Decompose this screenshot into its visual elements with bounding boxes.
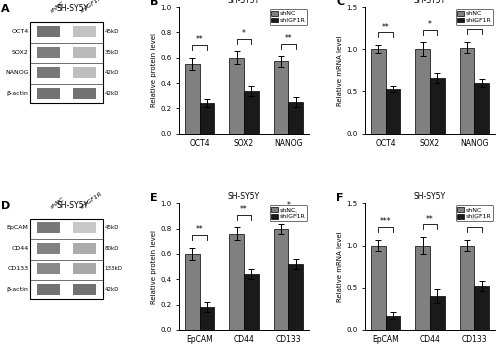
Text: B: B	[150, 0, 159, 7]
Bar	[371, 245, 386, 330]
Text: SH-SY5Y: SH-SY5Y	[56, 5, 88, 13]
Text: E: E	[150, 193, 158, 203]
Bar	[185, 64, 200, 134]
Bar	[37, 47, 60, 58]
Text: 80kD: 80kD	[104, 246, 119, 251]
Bar	[200, 103, 214, 134]
Bar	[74, 47, 96, 58]
Text: **: **	[470, 217, 478, 226]
Text: β-actin: β-actin	[7, 91, 28, 96]
Bar	[74, 243, 96, 254]
Bar	[37, 284, 60, 295]
Y-axis label: Relative protein level: Relative protein level	[152, 33, 158, 107]
Bar	[460, 245, 474, 330]
Bar	[37, 243, 60, 254]
Bar	[74, 88, 96, 99]
Bar	[74, 26, 96, 37]
Bar	[416, 245, 430, 330]
Bar	[386, 316, 400, 330]
Text: OCT4: OCT4	[12, 29, 28, 34]
Bar	[474, 286, 489, 330]
Y-axis label: Relative protein level: Relative protein level	[152, 230, 158, 304]
Text: *: *	[286, 201, 290, 210]
Bar	[244, 274, 258, 330]
Bar	[74, 67, 96, 78]
Text: 42kD: 42kD	[104, 287, 119, 292]
Text: shIGF1R: shIGF1R	[80, 191, 104, 210]
Bar	[37, 67, 60, 78]
Text: *: *	[428, 20, 432, 29]
Bar	[74, 284, 96, 295]
Bar	[230, 58, 244, 134]
Title: SH-SY5Y: SH-SY5Y	[414, 192, 446, 201]
Bar	[288, 264, 303, 330]
Text: **: **	[382, 23, 390, 32]
Text: shNC: shNC	[50, 0, 66, 13]
Text: **: **	[426, 215, 434, 224]
Bar	[474, 83, 489, 134]
Legend: shNC, shIGF1R: shNC, shIGF1R	[270, 205, 307, 221]
Legend: shNC, shIGF1R: shNC, shIGF1R	[270, 9, 307, 25]
Bar	[30, 22, 102, 102]
Text: 42kD: 42kD	[104, 91, 119, 96]
Text: **: **	[240, 205, 248, 214]
Text: *: *	[242, 29, 246, 38]
Bar	[74, 222, 96, 233]
Bar	[386, 89, 400, 134]
Text: D: D	[1, 201, 10, 211]
Title: SH-SY5Y: SH-SY5Y	[414, 0, 446, 5]
Text: CD133: CD133	[8, 266, 28, 271]
Text: **: **	[196, 35, 203, 44]
Bar	[430, 296, 444, 330]
Bar	[274, 229, 288, 330]
Text: 35kD: 35kD	[104, 49, 119, 54]
Y-axis label: Relative mRNA level: Relative mRNA level	[338, 231, 344, 302]
Text: EpCAM: EpCAM	[7, 225, 28, 230]
Text: β-actin: β-actin	[7, 287, 28, 292]
Bar	[416, 49, 430, 134]
Text: **: **	[196, 225, 203, 234]
Legend: shNC, shIGF1R: shNC, shIGF1R	[456, 205, 493, 221]
Text: 45kD: 45kD	[104, 225, 119, 230]
Bar	[430, 78, 444, 134]
Text: C: C	[336, 0, 344, 7]
Bar	[37, 264, 60, 274]
Bar	[288, 102, 303, 134]
Bar	[274, 61, 288, 134]
Legend: shNC, shIGF1R: shNC, shIGF1R	[456, 9, 493, 25]
Bar	[244, 91, 258, 134]
Text: 133kD: 133kD	[104, 266, 122, 271]
Text: 42kD: 42kD	[104, 70, 119, 75]
Bar	[30, 219, 102, 299]
Bar	[460, 47, 474, 134]
Bar	[37, 88, 60, 99]
Bar	[37, 222, 60, 233]
Bar	[371, 49, 386, 134]
Text: SOX2: SOX2	[12, 49, 28, 54]
Bar	[74, 264, 96, 274]
Text: SH-SY5Y: SH-SY5Y	[56, 201, 88, 210]
Text: **: **	[470, 19, 478, 28]
Text: **: **	[284, 34, 292, 43]
Text: NANOG: NANOG	[5, 70, 28, 75]
Text: 45kD: 45kD	[104, 29, 119, 34]
Text: ***: ***	[380, 217, 392, 226]
Text: A: A	[1, 5, 10, 14]
Y-axis label: Relative mRNA level: Relative mRNA level	[338, 35, 344, 106]
Bar	[37, 26, 60, 37]
Text: shIGF1R: shIGF1R	[80, 0, 104, 13]
Bar	[230, 234, 244, 330]
Text: F: F	[336, 193, 344, 203]
Title: SH-SY5Y: SH-SY5Y	[228, 192, 260, 201]
Text: CD44: CD44	[12, 246, 28, 251]
Bar	[185, 254, 200, 330]
Bar	[200, 307, 214, 330]
Title: SH-SY5Y: SH-SY5Y	[228, 0, 260, 5]
Text: shNC: shNC	[50, 196, 66, 210]
